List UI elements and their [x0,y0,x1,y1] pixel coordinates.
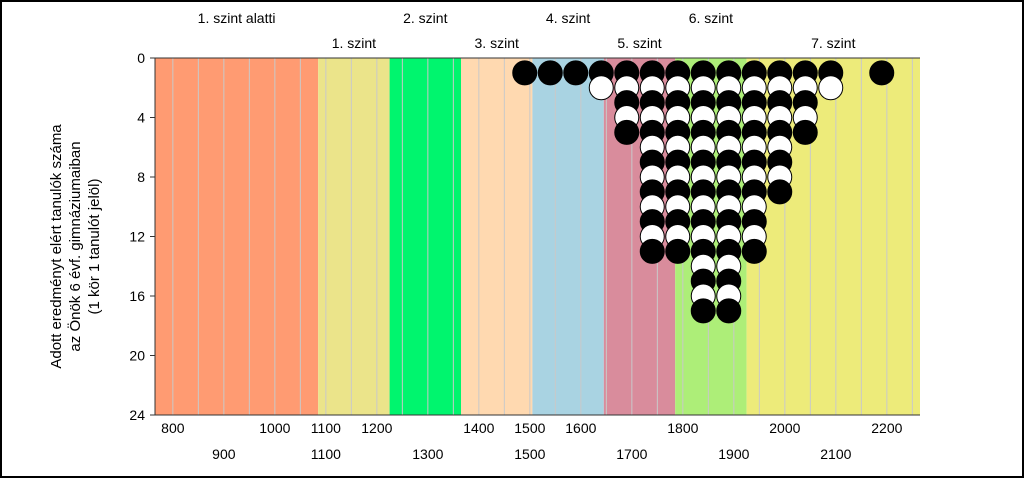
level-label-7: 7. szint [811,35,855,51]
x-tick-label-1700: 1700 [616,446,647,462]
y-tick-label-16: 16 [129,288,145,304]
x-tick-label-900: 900 [212,446,236,462]
black-circle-1490-1 [512,60,538,86]
x-tick-label-1400: 1400 [463,420,494,436]
black-circle-1790-13 [665,238,691,264]
x-tick-label-1300: 1300 [412,446,443,462]
black-circle-1940-13 [741,238,767,264]
level-band-3 [461,58,533,415]
level-band-4 [532,58,604,415]
x-tick-label-1100: 1100 [311,446,341,462]
level-label-6: 6. szint [689,10,733,26]
black-circle-1990-9 [767,179,793,205]
level-band-0 [155,58,319,415]
student-circles [512,60,895,324]
black-circle-1540-1 [537,60,563,86]
level-labels: 1. szint alatti 1. szint 2. szint 3. szint 4… [198,10,856,51]
black-circle-1590-1 [563,60,589,86]
x-tick-label-1000: 1000 [259,420,290,436]
x-tick-label-1200: 1200 [361,420,392,436]
black-circle-2190-1 [869,60,895,86]
level-band-2 [389,58,461,415]
y-tick-label-20: 20 [129,348,145,364]
level-label-4: 4. szint [546,10,590,26]
black-circle-2040-5 [792,119,818,145]
y-tick-label-12: 12 [129,229,145,245]
black-circle-1840-17 [690,298,716,324]
y-tick-label-0: 0 [137,50,145,66]
x-tick-label-2200: 2200 [871,420,902,436]
black-circle-1890-17 [716,298,742,324]
y-tick-labels: 0 4 8 12 16 20 24 [129,50,145,423]
axes [150,57,920,416]
level-label-3: 3. szint [475,35,519,51]
x-tick-label-1600: 1600 [565,420,596,436]
x-tick-label-1500: 1500 [514,446,545,462]
x-tick-label-1900: 1900 [718,446,749,462]
x-tick-labels: 800 1000 1100 1200 1400 1500 1600 1800 2000 2200 9… [161,420,902,462]
x-tick-label-1100: 1100 [311,420,341,436]
y-tick-label-4: 4 [137,110,145,126]
white-circle-2090-2 [818,75,844,101]
level-label-0: 1. szint alatti [198,10,276,26]
level-label-5: 5. szint [617,35,661,51]
level-band-1 [318,58,390,415]
level-label-1: 1. szint [332,35,376,51]
x-tick-label-800: 800 [161,420,185,436]
black-circle-1690-5 [614,119,640,145]
y-axis-label-line-2: az Önök 6 évf. gimnáziumaiban [66,141,84,351]
y-axis-label-line-3: (1 kör 1 tanulót jelöl) [86,179,103,315]
y-axis-label-line-1: Adott eredményt elért tanulók száma [48,124,65,369]
x-tick-label-2000: 2000 [769,420,800,436]
y-axis-label: Adott eredményt elért tanulók száma az Ön… [48,124,103,369]
x-tick-label-2100: 2100 [820,446,851,462]
level-label-2: 2. szint [403,10,447,26]
x-tick-label-1800: 1800 [667,420,698,436]
black-circle-1740-13 [639,238,665,264]
x-tick-label-1500: 1500 [514,420,545,436]
y-tick-label-24: 24 [129,407,145,423]
gridlines [172,58,913,415]
white-circle-1640-2 [588,75,614,101]
y-tick-label-8: 8 [137,169,145,185]
